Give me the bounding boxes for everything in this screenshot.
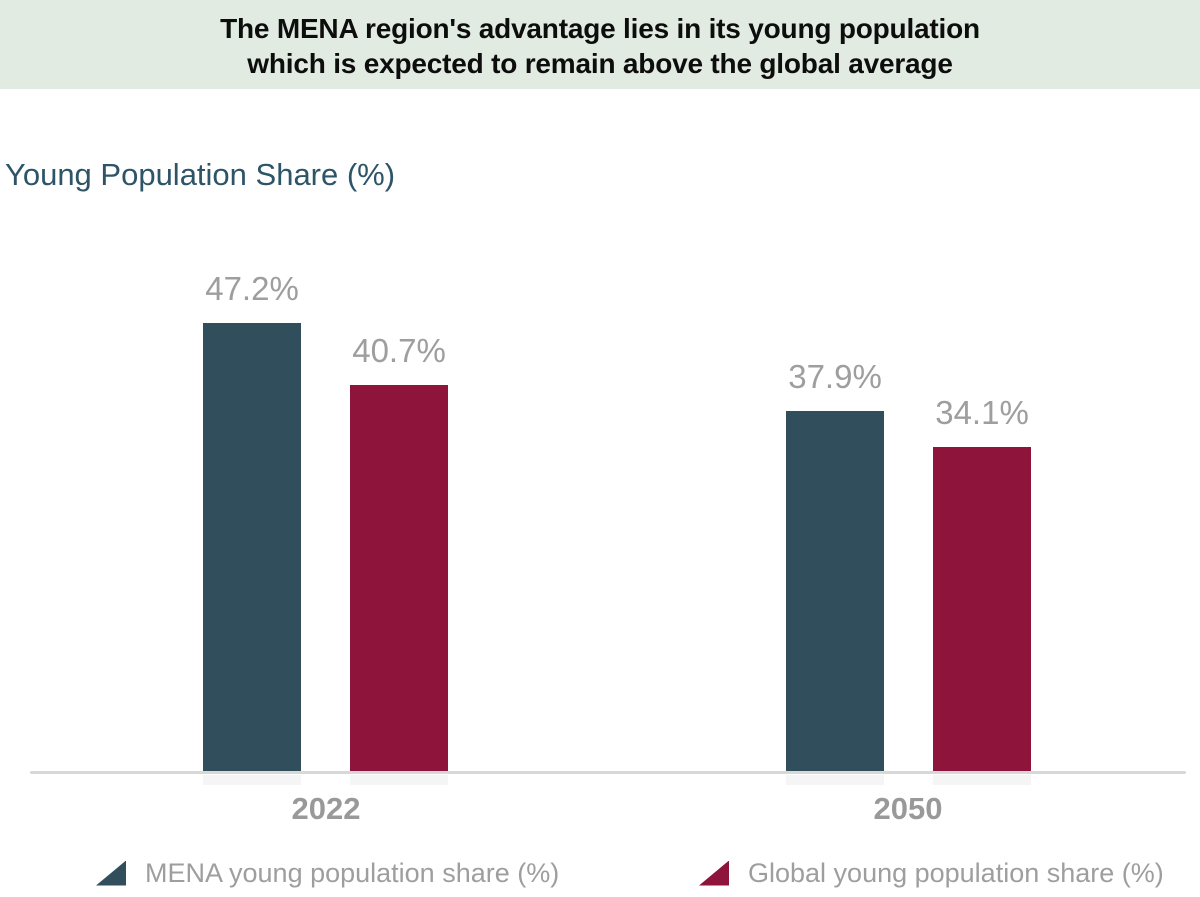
bar-mena-2050 — [786, 411, 884, 771]
bar-shadow — [786, 775, 884, 785]
legend-item-mena: MENA young population share (%) — [96, 855, 559, 891]
x-axis-label-2050: 2050 — [873, 791, 943, 826]
bar-global-2022 — [350, 385, 448, 771]
banner-title-line1: The MENA region's advantage lies in its … — [220, 13, 980, 44]
data-label-global-2022: 40.7% — [352, 332, 446, 369]
triangle-marker-icon — [96, 860, 126, 886]
chart-title: Young Population Share (%) — [5, 157, 396, 192]
legend-label-mena: MENA young population share (%) — [145, 857, 560, 888]
bar-shadow — [350, 775, 448, 785]
bar-shadow — [933, 775, 1031, 785]
data-label-mena-2022: 47.2% — [205, 270, 299, 307]
bar-global-2050 — [933, 447, 1031, 771]
legend-label-global: Global young population share (%) — [748, 857, 1164, 888]
header-banner: The MENA region's advantage lies in its … — [0, 0, 1200, 89]
data-label-global-2050: 34.1% — [935, 394, 1029, 431]
bar-shadow — [203, 775, 301, 785]
legend-item-global: Global young population share (%) — [699, 855, 1164, 891]
x-axis-line — [30, 771, 1186, 774]
bar-mena-2022 — [203, 323, 301, 771]
data-label-mena-2050: 37.9% — [788, 358, 882, 395]
banner-title-line2: which is expected to remain above the gl… — [247, 48, 953, 79]
x-axis-label-2022: 2022 — [291, 791, 361, 826]
triangle-marker-icon — [699, 860, 729, 886]
